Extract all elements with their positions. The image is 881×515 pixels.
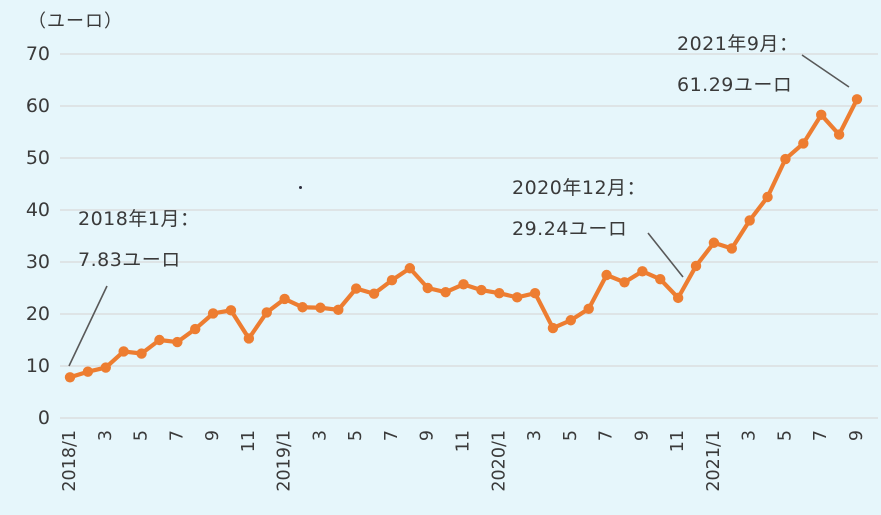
data-point (172, 336, 183, 348)
data-point (315, 302, 326, 313)
data-point (780, 153, 791, 165)
x-axis-tick-label: 9 (203, 430, 223, 441)
annotation-2021-09: 2021年9月： 61.29ユーロ (677, 24, 798, 106)
x-axis-tick-label: 2018/1 (60, 430, 80, 492)
y-axis-tick-label: 10 (26, 355, 50, 377)
data-point (261, 307, 272, 318)
annotation-2018-01: 2018年1月： 7.83ユーロ (78, 199, 199, 281)
x-axis-tick-label: 9 (632, 430, 652, 441)
x-axis-tick-label: 5 (561, 430, 581, 441)
y-axis-tick-label: 60 (26, 95, 50, 117)
annotation-line2: 29.24ユーロ (512, 218, 628, 240)
data-point (476, 284, 487, 296)
data-point (279, 293, 290, 305)
data-point (601, 269, 612, 281)
data-point (816, 109, 827, 121)
data-point (136, 348, 147, 359)
data-point (190, 323, 201, 335)
data-point (529, 288, 541, 299)
data-point (494, 288, 505, 299)
x-axis-tick-label: 11 (668, 430, 688, 452)
annotation-line1: 2018年1月： (78, 208, 200, 230)
x-axis-tick-label: 5 (346, 430, 366, 441)
y-axis-tick-label: 70 (26, 43, 50, 65)
data-point (386, 275, 398, 286)
data-point (708, 237, 720, 248)
data-point (154, 334, 165, 346)
x-axis-tick-label: 7 (382, 430, 402, 441)
data-point (422, 282, 433, 294)
x-axis-tick-label: 2021/1 (704, 430, 724, 492)
data-point (565, 315, 577, 326)
data-point (637, 266, 648, 277)
data-point (690, 260, 702, 272)
data-point (744, 215, 755, 226)
data-point (243, 333, 255, 344)
x-axis-tick-label: 9 (847, 430, 867, 441)
data-point (297, 302, 308, 313)
x-axis-tick-label: 11 (239, 430, 259, 452)
annotation-2020-12: 2020年12月： 29.24ユーロ (512, 168, 646, 250)
x-axis-tick-label: 3 (525, 430, 545, 441)
axis-unit-label: （ユーロ） (28, 11, 123, 32)
x-axis-tick-label: 3 (310, 430, 330, 441)
y-axis-tick-label: 30 (26, 251, 50, 273)
stray-mark-dot (299, 186, 302, 189)
y-axis-tick-label: 50 (26, 147, 50, 169)
annotation-line2: 61.29ユーロ (677, 74, 793, 96)
data-point (851, 94, 863, 105)
data-point (798, 138, 809, 149)
annotation-leader-line (647, 232, 684, 278)
data-point (350, 283, 362, 294)
y-axis-tick-label: 40 (26, 199, 50, 221)
data-point (207, 308, 219, 319)
data-point (511, 292, 523, 303)
x-axis-tick-label: 2019/1 (275, 430, 295, 492)
data-point (404, 263, 416, 274)
data-point (762, 191, 773, 203)
data-point (118, 346, 129, 357)
data-point (547, 322, 559, 334)
x-axis-tick-label: 5 (775, 430, 795, 441)
x-axis-tick-label: 9 (418, 430, 438, 441)
data-point (672, 292, 684, 304)
x-axis-tick-label: 11 (454, 430, 474, 452)
x-axis-tick-label: 5 (132, 430, 152, 441)
x-axis-tick-label: 3 (96, 430, 116, 441)
x-axis-tick-label: 7 (597, 430, 617, 441)
x-axis-tick-label: 2020/1 (489, 430, 509, 492)
data-point (619, 277, 630, 288)
data-point (100, 362, 111, 373)
annotation-line1: 2021年9月： (677, 33, 799, 55)
data-point (368, 288, 380, 299)
data-point (458, 279, 469, 290)
annotation-leader-line (68, 285, 108, 367)
y-axis-tick-label: 20 (26, 303, 50, 325)
data-point (440, 286, 451, 298)
x-axis-tick-label: 7 (167, 430, 187, 441)
data-point (655, 273, 666, 285)
data-point (82, 366, 94, 377)
data-point (333, 304, 344, 316)
annotation-line2: 7.83ユーロ (78, 249, 181, 271)
annotation-line1: 2020年12月： (512, 177, 647, 199)
data-point (225, 305, 237, 316)
data-point (583, 303, 594, 314)
data-point (64, 372, 76, 383)
x-axis-tick-label: 3 (740, 430, 760, 441)
y-axis-tick-label: 0 (38, 407, 50, 429)
x-axis-tick-label: 7 (811, 430, 831, 441)
data-point (726, 243, 737, 254)
data-point (833, 129, 845, 140)
annotation-leader-line (801, 54, 850, 88)
